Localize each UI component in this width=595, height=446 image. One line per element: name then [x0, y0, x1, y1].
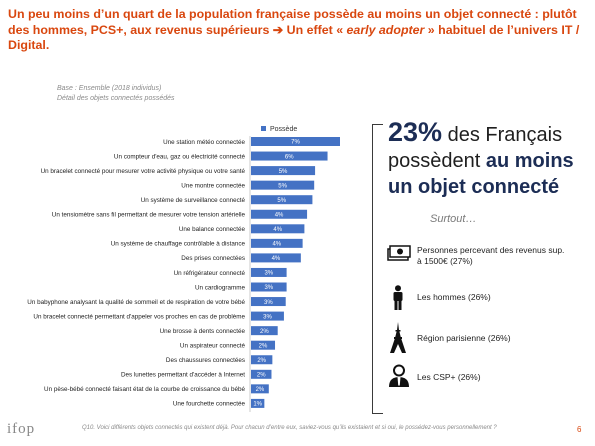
bar	[251, 137, 340, 146]
legend-label: Possède	[270, 126, 297, 133]
bar-value-label: 3%	[264, 285, 273, 291]
bar	[251, 195, 313, 205]
bar-value-label: 7%	[291, 140, 300, 146]
footer-question: Q10. Voici différents objets connectés q…	[82, 425, 497, 431]
category-label: Un bracelet connecté pour mesurer votre …	[41, 168, 246, 175]
bar	[251, 238, 303, 248]
category-label: Des chaussures connectées	[166, 357, 245, 364]
summary-text-plain: des Français possèdent	[388, 124, 563, 172]
bar	[251, 166, 316, 176]
category-label: Une balance connectée	[179, 226, 246, 233]
money-icon	[387, 245, 411, 261]
summary-text-bold: au moins un objet connecté	[388, 150, 574, 198]
category-label: Des prises connectées	[181, 255, 245, 262]
summary-percentage: 23%	[388, 117, 443, 147]
bar	[251, 326, 278, 336]
category-label: Un tensiomètre sans fil permettant de me…	[52, 212, 246, 219]
category-label: Un aspirateur connecté	[180, 343, 246, 350]
bar-value-label: 2%	[260, 329, 269, 335]
category-label: Une brosse à dents connectée	[160, 328, 246, 335]
bar-value-label: 2%	[257, 373, 266, 379]
summary-text: 23% des Français possèdent au moins un o…	[388, 119, 588, 200]
bar	[251, 253, 301, 263]
bar	[251, 398, 265, 408]
category-label: Des lunettes permettant d'accéder à Inte…	[121, 372, 245, 379]
bar	[251, 180, 315, 190]
bar-value-label: 4%	[272, 242, 281, 248]
bar-value-label: 2%	[259, 343, 268, 349]
bar	[251, 209, 308, 219]
category-label: Un pèse-bébé connecté faisant état de la…	[44, 386, 245, 393]
chart-legend: Possède	[261, 126, 297, 133]
feature-income: Personnes percevant des revenus sup. à 1…	[417, 245, 565, 266]
category-label: Une montre connectée	[181, 182, 245, 189]
bar-value-label: 4%	[275, 212, 284, 218]
bar	[251, 355, 273, 365]
legend-swatch	[261, 126, 266, 131]
category-label: Une fourchette connectée	[173, 401, 246, 408]
eiffel-tower-icon	[390, 322, 406, 353]
category-label: Un système de chauffage contrôlable à di…	[111, 241, 246, 248]
summary-bracket	[372, 124, 383, 414]
bar-value-label: 5%	[278, 183, 287, 189]
base-note-line1: Base : Ensemble (2018 individus)	[57, 85, 162, 92]
bar-value-label: 3%	[264, 271, 273, 277]
bar	[251, 224, 305, 234]
bar-value-label: 2%	[257, 358, 266, 364]
bar-value-label: 4%	[273, 227, 282, 233]
bar-value-label: 1%	[253, 402, 262, 408]
bar	[251, 267, 287, 277]
bar	[251, 151, 328, 161]
bar-value-label: 6%	[285, 154, 294, 160]
category-label: Un compteur d'eau, gaz ou électricité co…	[114, 153, 246, 160]
bar	[251, 282, 287, 292]
feature-men: Les hommes (26%)	[417, 292, 491, 302]
base-note-line2: Détail des objets connectés possédés	[57, 94, 175, 102]
bar	[251, 340, 276, 350]
category-label: Un bracelet connecté permettant d'appele…	[33, 313, 245, 320]
feature-paris-region: Région parisienne (26%)	[417, 333, 511, 343]
feature-csp-plus: Les CSP+ (26%)	[417, 372, 481, 382]
manager-icon	[389, 364, 409, 387]
bar-value-label: 3%	[264, 300, 273, 306]
category-label: Un babyphone analysant la qualité de som…	[27, 299, 245, 306]
ifop-logo: ifop	[7, 421, 36, 437]
bar	[251, 369, 272, 379]
category-label: Un système de surveillance connecté	[141, 197, 246, 204]
category-label: Une station météo connectée	[163, 139, 245, 146]
bar-value-label: 2%	[256, 387, 265, 393]
bar	[251, 311, 284, 321]
bar-value-label: 5%	[277, 198, 286, 204]
man-icon	[393, 285, 403, 310]
surtout-label: Surtout…	[430, 213, 477, 225]
bar-value-label: 3%	[263, 314, 272, 320]
base-note: Base : Ensemble (2018 individus) Détail …	[57, 84, 217, 103]
page-title: Un peu moins d’un quart de la population…	[8, 7, 580, 52]
category-label: Un réfrigérateur connecté	[174, 270, 246, 277]
category-label: Un cardiogramme	[195, 284, 246, 291]
bar-value-label: 5%	[279, 169, 288, 175]
bar	[251, 297, 286, 307]
page-number: 6	[577, 425, 582, 434]
bar	[251, 384, 269, 394]
bar-value-label: 4%	[272, 256, 281, 262]
